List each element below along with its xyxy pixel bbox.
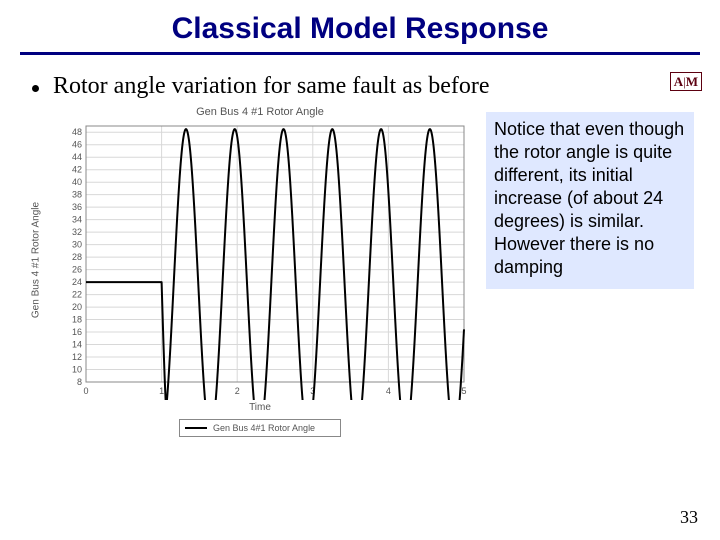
svg-text:46: 46 <box>72 140 82 150</box>
svg-text:22: 22 <box>72 290 82 300</box>
svg-text:14: 14 <box>72 340 82 350</box>
legend-line-icon <box>185 427 207 429</box>
chart-legend: Gen Bus 4#1 Rotor Angle <box>179 419 341 437</box>
svg-text:28: 28 <box>72 252 82 262</box>
legend-label: Gen Bus 4#1 Rotor Angle <box>213 423 315 433</box>
svg-text:4: 4 <box>386 386 391 396</box>
svg-text:32: 32 <box>72 227 82 237</box>
svg-text:18: 18 <box>72 315 82 325</box>
slide: Classical Model Response A|M Rotor angle… <box>0 0 720 540</box>
svg-text:0: 0 <box>83 386 88 396</box>
annotation-box: Notice that even though the rotor angle … <box>486 112 694 289</box>
tamu-logo: A|M <box>670 72 702 91</box>
slide-title: Classical Model Response <box>0 0 720 52</box>
bullet-dot-icon <box>32 85 39 92</box>
svg-text:26: 26 <box>72 265 82 275</box>
chart-container: Gen Bus 4 #1 Rotor Angle Gen Bus 4 #1 Ro… <box>50 106 470 437</box>
svg-text:2: 2 <box>235 386 240 396</box>
chart-xlabel: Time <box>50 402 470 413</box>
svg-text:16: 16 <box>72 327 82 337</box>
title-underline <box>20 52 700 55</box>
content-area: Gen Bus 4 #1 Rotor Angle Gen Bus 4 #1 Ro… <box>0 106 720 466</box>
svg-text:38: 38 <box>72 190 82 200</box>
svg-text:30: 30 <box>72 240 82 250</box>
svg-text:1: 1 <box>159 386 164 396</box>
svg-text:20: 20 <box>72 302 82 312</box>
svg-text:40: 40 <box>72 177 82 187</box>
svg-text:34: 34 <box>72 215 82 225</box>
page-number: 33 <box>680 507 698 528</box>
chart-svg: 8101214161820222426283032343638404244464… <box>50 120 470 400</box>
chart-title: Gen Bus 4 #1 Rotor Angle <box>50 106 470 118</box>
svg-text:10: 10 <box>72 365 82 375</box>
chart-ylabel: Gen Bus 4 #1 Rotor Angle <box>31 202 42 318</box>
svg-text:5: 5 <box>461 386 466 396</box>
svg-text:24: 24 <box>72 277 82 287</box>
svg-text:8: 8 <box>77 377 82 387</box>
chart-plot-area: Gen Bus 4 #1 Rotor Angle 810121416182022… <box>50 120 470 400</box>
bullet-text: Rotor angle variation for same fault as … <box>53 73 490 100</box>
svg-text:44: 44 <box>72 152 82 162</box>
svg-text:12: 12 <box>72 352 82 362</box>
bullet-row: Rotor angle variation for same fault as … <box>0 65 720 100</box>
svg-text:48: 48 <box>72 127 82 137</box>
svg-text:42: 42 <box>72 165 82 175</box>
svg-text:36: 36 <box>72 202 82 212</box>
logo-text: A|M <box>674 74 698 89</box>
